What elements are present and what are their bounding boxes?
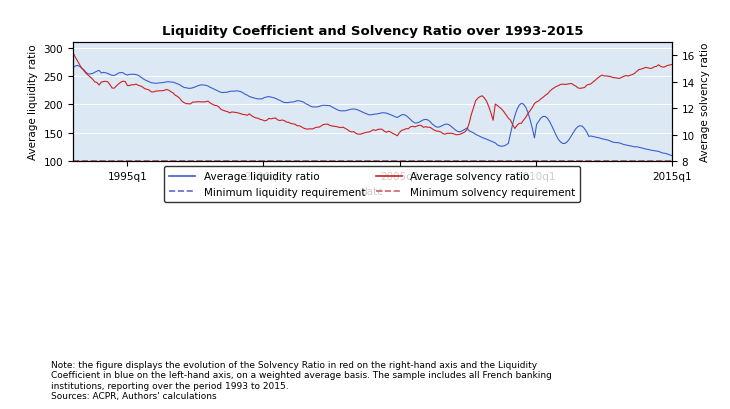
Y-axis label: Average liquidity ratio: Average liquidity ratio [28, 45, 38, 160]
Title: Liquidity Coefficient and Solvency Ratio over 1993-2015: Liquidity Coefficient and Solvency Ratio… [161, 25, 583, 38]
Y-axis label: Average solvency ratio: Average solvency ratio [700, 43, 710, 162]
Legend: Average liquidity ratio, Minimum liquidity requirement, Average solvency ratio, : Average liquidity ratio, Minimum liquidi… [164, 167, 580, 202]
X-axis label: date: date [361, 187, 384, 197]
Text: Note: the figure displays the evolution of the Solvency Ratio in red on the righ: Note: the figure displays the evolution … [51, 360, 552, 400]
